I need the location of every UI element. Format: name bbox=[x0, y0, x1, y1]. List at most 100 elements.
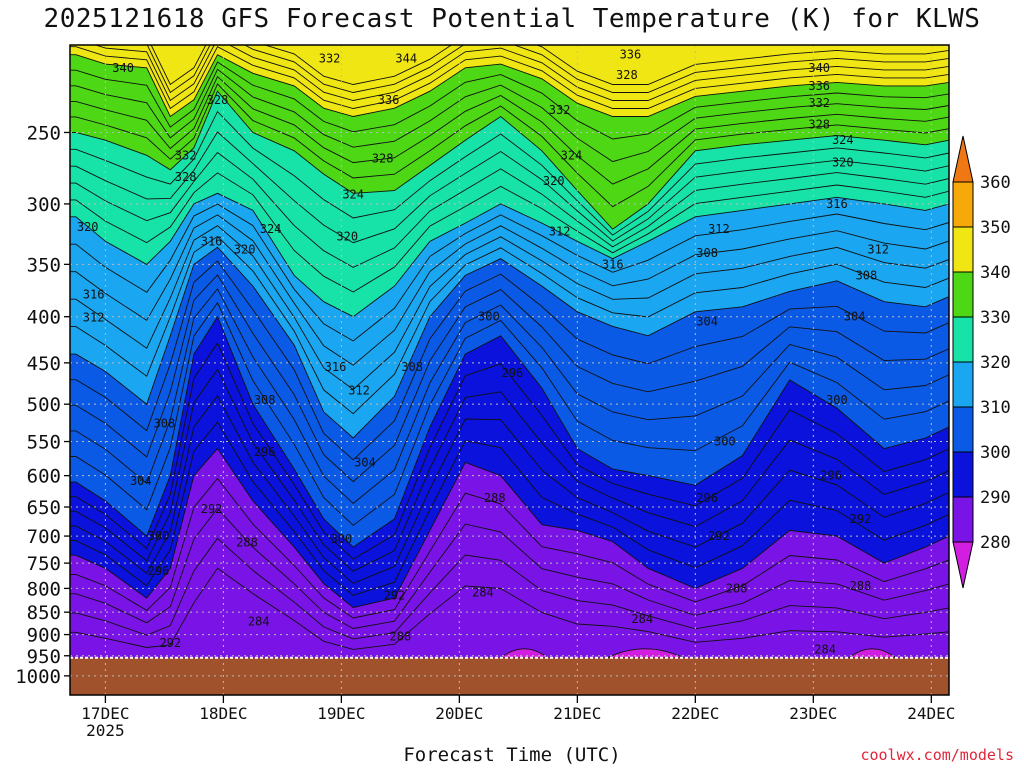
isentrope-334 bbox=[70, 75, 949, 185]
contour-label: 316 bbox=[602, 257, 624, 271]
contour-label: 328 bbox=[372, 151, 394, 165]
isentrope-286 bbox=[70, 507, 949, 629]
y-tick-label: 500 bbox=[27, 394, 61, 416]
contour-label: 284 bbox=[631, 612, 653, 626]
colorbar-label: 340 bbox=[980, 263, 1011, 283]
y-tick-label: 350 bbox=[27, 254, 61, 276]
isentrope-314 bbox=[70, 225, 949, 391]
contour-label: 288 bbox=[850, 579, 872, 593]
isentrope-328 bbox=[70, 110, 949, 236]
contour-label: 292 bbox=[384, 589, 406, 603]
contour-lines bbox=[70, 45, 949, 650]
colorbar-extend-high bbox=[952, 135, 974, 183]
isentrope-320 bbox=[70, 192, 949, 318]
contour-label: 344 bbox=[395, 51, 417, 65]
contour-label: 332 bbox=[175, 148, 197, 162]
contour-label: 284 bbox=[472, 585, 494, 599]
y-tick-label: 900 bbox=[27, 625, 61, 647]
isentrope-282 bbox=[70, 567, 949, 650]
contour-label: 312 bbox=[708, 222, 730, 236]
colorbar-segment bbox=[952, 496, 974, 543]
isentrope-324 bbox=[70, 151, 949, 268]
isentrope-346 bbox=[146, 45, 949, 94]
contour-label: 332 bbox=[319, 51, 341, 65]
contour-label: 288 bbox=[390, 630, 412, 644]
contour-label: 340 bbox=[808, 61, 830, 75]
y-tick-label: 950 bbox=[27, 646, 61, 668]
x-tick-label: 21DEC bbox=[553, 704, 601, 723]
isentrope-332 bbox=[70, 83, 949, 208]
isentrope-340 bbox=[70, 54, 949, 118]
colorbar-segment bbox=[952, 451, 974, 498]
isentrope-342 bbox=[70, 46, 949, 110]
contour-label: 292 bbox=[159, 636, 181, 650]
contour-label: 308 bbox=[254, 393, 276, 407]
contour-label: 328 bbox=[207, 93, 229, 107]
contour-label: 304 bbox=[130, 474, 152, 488]
colorbar-segment bbox=[952, 226, 974, 273]
y-axis: 2503003504004505005506006507007508008509… bbox=[15, 122, 70, 688]
contour-label: 320 bbox=[234, 243, 256, 257]
contour-label: 300 bbox=[331, 532, 353, 546]
contour-label: 288 bbox=[726, 581, 748, 595]
y-tick-label: 700 bbox=[27, 526, 61, 548]
color-band-340 bbox=[70, 45, 949, 117]
isentrope-344 bbox=[94, 45, 949, 102]
y-tick-label: 1000 bbox=[15, 666, 61, 688]
colorbar-segment bbox=[952, 181, 974, 228]
isentrope-294 bbox=[70, 394, 949, 584]
contour-label: 296 bbox=[148, 564, 170, 578]
colorbar-segment bbox=[952, 316, 974, 363]
x-tick-year: 2025 bbox=[86, 721, 125, 740]
credit-link[interactable]: coolwx.com/models bbox=[860, 746, 1014, 764]
isentrope-330 bbox=[70, 90, 949, 230]
isentrope-302 bbox=[70, 301, 949, 526]
contour-label: 308 bbox=[401, 360, 423, 374]
contour-label: 296 bbox=[820, 469, 842, 483]
contour-label: 304 bbox=[844, 310, 866, 324]
isentrope-304 bbox=[70, 288, 949, 504]
contour-label: 336 bbox=[620, 48, 642, 62]
colorbar-segment bbox=[952, 406, 974, 453]
contour-label: 284 bbox=[814, 643, 836, 657]
contour-label: 332 bbox=[808, 96, 830, 110]
contour-label: 284 bbox=[248, 614, 270, 628]
colorbar-segment bbox=[952, 361, 974, 408]
contour-label: 312 bbox=[348, 384, 370, 398]
y-tick-label: 400 bbox=[27, 307, 61, 329]
chart-title: 2025121618 GFS Forecast Potential Temper… bbox=[43, 4, 981, 34]
contour-label: 320 bbox=[77, 220, 99, 234]
x-tick-label: 18DEC bbox=[199, 704, 247, 723]
y-tick-label: 850 bbox=[27, 602, 61, 624]
colorbar-segment bbox=[952, 271, 974, 318]
x-tick-label: 22DEC bbox=[671, 704, 719, 723]
x-tick-label: 23DEC bbox=[789, 704, 837, 723]
y-tick-label: 550 bbox=[27, 432, 61, 454]
contour-label: 300 bbox=[714, 435, 736, 449]
contour-label: 336 bbox=[378, 93, 400, 107]
colorbar-label: 300 bbox=[980, 443, 1011, 463]
contour-label: 324 bbox=[561, 148, 583, 162]
contour-label: 296 bbox=[696, 491, 718, 505]
contour-label: 312 bbox=[83, 311, 105, 325]
isentrope-326 bbox=[70, 131, 949, 244]
x-tick-label: 17DEC bbox=[81, 704, 129, 723]
contour-label: 316 bbox=[83, 288, 105, 302]
colorbar-label: 290 bbox=[980, 488, 1011, 508]
contour-label: 328 bbox=[808, 118, 830, 132]
y-tick-label: 750 bbox=[27, 553, 61, 575]
y-tick-label: 600 bbox=[27, 466, 61, 488]
colorbar-label: 330 bbox=[980, 308, 1011, 328]
contour-label: 312 bbox=[549, 225, 571, 239]
y-tick-label: 450 bbox=[27, 353, 61, 375]
isentrope-338 bbox=[70, 61, 949, 140]
contour-label: 296 bbox=[502, 366, 524, 380]
grid bbox=[70, 45, 949, 695]
colorbar-extend-low bbox=[952, 541, 974, 589]
isentrope-318 bbox=[70, 203, 949, 342]
contour-label: 336 bbox=[808, 79, 830, 93]
y-tick-label: 250 bbox=[27, 122, 61, 144]
x-tick-label: 19DEC bbox=[317, 704, 365, 723]
contour-label: 292 bbox=[708, 529, 730, 543]
